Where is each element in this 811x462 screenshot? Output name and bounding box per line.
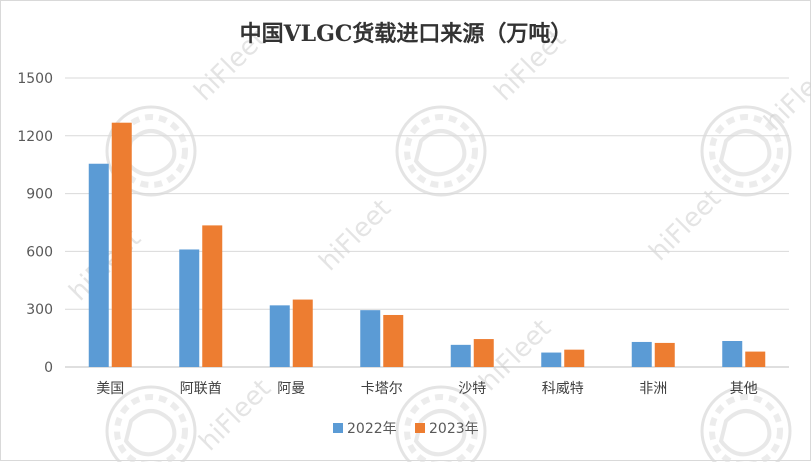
x-tick-label: 科威特: [542, 381, 584, 397]
bar-2023年-阿联酋: [202, 225, 223, 367]
y-tick-label: 600: [26, 244, 53, 260]
bar-2023年-卡塔尔: [383, 314, 404, 367]
y-tick-label: 300: [26, 302, 53, 318]
dragon-seal-icon: [395, 385, 487, 462]
x-tick-label: 其他: [730, 381, 758, 397]
bar-2022年-美国: [88, 163, 109, 367]
dragon-seal-icon: [700, 105, 792, 197]
x-tick-label: 阿联酋: [180, 380, 222, 397]
x-tick-label: 非洲: [639, 381, 667, 397]
dragon-seal-icon: [700, 385, 792, 462]
bar-2023年-美国: [111, 122, 132, 367]
bar-2023年-沙特: [473, 339, 494, 367]
y-tick-label: 900: [26, 187, 53, 203]
x-tick-label: 美国: [96, 381, 124, 397]
legend-label: 2022年: [347, 421, 397, 437]
bar-2022年-其他: [722, 340, 743, 367]
bars: [88, 122, 766, 367]
legend-label: 2023年: [429, 421, 479, 437]
y-tick-label: 1500: [17, 71, 53, 87]
bar-2023年-科威特: [564, 349, 585, 367]
y-axis: 0 300 600 900 1200 1500: [17, 71, 53, 376]
legend-swatch: [333, 423, 343, 433]
legend: 2022年 2023年: [333, 421, 479, 437]
legend-swatch: [415, 423, 425, 433]
dragon-seal-icon: [105, 385, 197, 462]
watermark-text: hiFleet: [644, 184, 727, 267]
bar-2022年-非洲: [631, 341, 652, 367]
dragon-seal-icon: [105, 105, 197, 197]
bar-2022年-阿曼: [269, 305, 290, 367]
chart-title: 中国VLGC货载进口来源（万吨）: [240, 21, 573, 47]
bar-2022年-沙特: [450, 344, 471, 367]
x-tick-label: 沙特: [458, 381, 486, 397]
bar-2023年-非洲: [654, 342, 675, 367]
y-tick-label: 0: [44, 360, 53, 376]
watermark-text: hiFleet: [314, 194, 397, 277]
bar-2023年-阿曼: [292, 299, 313, 367]
x-tick-label: 阿曼: [277, 381, 305, 397]
watermark-text: hiFleet: [759, 54, 811, 137]
bar-2022年-阿联酋: [179, 249, 200, 367]
bar-2022年-科威特: [541, 352, 562, 367]
bar-2023年-其他: [745, 351, 766, 367]
bar-2022年-卡塔尔: [360, 310, 381, 367]
x-tick-label: 卡塔尔: [361, 381, 403, 397]
x-axis: 美国 阿联酋 阿曼 卡塔尔 沙特 科威特 非洲 其他: [96, 380, 758, 397]
y-tick-label: 1200: [17, 129, 53, 145]
dragon-seal-icon: [395, 105, 487, 197]
